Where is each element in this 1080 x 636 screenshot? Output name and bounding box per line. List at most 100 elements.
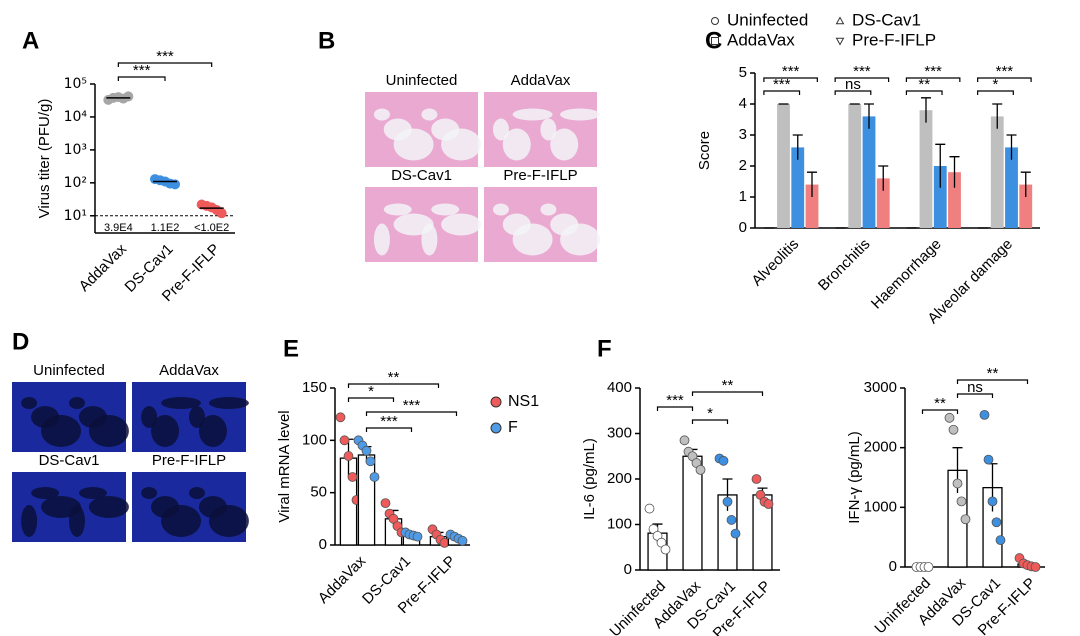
bar — [805, 184, 819, 228]
y-tick-label: 100 — [607, 515, 632, 532]
panel-letter: B — [318, 27, 335, 54]
tissue-space — [198, 415, 227, 447]
error-bar — [935, 143, 946, 188]
tissue-space — [161, 505, 202, 537]
tissue-space — [550, 128, 579, 161]
panel-letter: F — [597, 335, 612, 362]
legend-label: Pre-F-IFLP — [852, 30, 936, 49]
panel-letter: A — [22, 27, 39, 54]
data-point — [751, 474, 762, 484]
tissue-space — [21, 397, 38, 409]
y-tick-label: 150 — [302, 379, 327, 396]
significance-label: *** — [133, 62, 151, 79]
data-point — [730, 528, 741, 539]
significance-bracket — [905, 90, 943, 95]
bar — [791, 147, 805, 228]
y-tick-label: 100 — [302, 431, 327, 448]
legend-label: F — [508, 419, 518, 436]
data-point — [457, 535, 468, 546]
y-tick-label: 1 — [739, 188, 747, 205]
image-label: AddaVax — [159, 362, 219, 379]
tissue-space — [502, 128, 531, 161]
bar — [848, 104, 862, 228]
data-point — [923, 562, 934, 572]
image-label: Uninfected — [33, 362, 105, 379]
data-point — [695, 464, 706, 475]
data-point — [343, 451, 354, 461]
bar — [1019, 184, 1033, 228]
significance-bracket — [921, 409, 959, 414]
significance-bracket — [834, 90, 872, 95]
error-bar — [992, 103, 1003, 129]
legend-marker — [835, 37, 845, 46]
y-tick-label: 5 — [739, 64, 747, 81]
image-label: DS-Cav1 — [39, 452, 100, 469]
data-point — [979, 409, 990, 420]
y-axis-label: Virus titer (PFU/g) — [36, 99, 53, 219]
tissue-space — [431, 203, 460, 216]
legend-label: NS1 — [508, 393, 539, 410]
image-label: Pre-F-IFLP — [152, 452, 226, 469]
tissue-space — [560, 223, 601, 256]
tissue-space — [78, 487, 107, 499]
significance-label: *** — [380, 413, 398, 430]
significance-label: * — [368, 383, 374, 400]
significance-bracket — [691, 391, 764, 396]
bar — [1005, 147, 1018, 228]
significance-bracket — [977, 90, 1014, 95]
significance-label: *** — [156, 48, 174, 65]
y-tick-label: 0 — [889, 558, 897, 575]
tissue-space — [188, 406, 205, 428]
y-tick-label: 50 — [310, 484, 327, 501]
tissue-space — [41, 415, 82, 447]
bar — [777, 104, 790, 228]
tissue-space — [441, 128, 482, 161]
legend-label: Uninfected — [727, 10, 808, 29]
image-label: DS-Cav1 — [391, 167, 452, 184]
significance-label: ** — [722, 377, 734, 394]
tissue-space — [88, 496, 129, 518]
data-point — [995, 535, 1006, 546]
x-tick-label: Bronchitis — [815, 236, 874, 295]
tissue-space — [161, 397, 202, 409]
y-axis-label: IFN-γ (pg/mL) — [846, 431, 863, 524]
significance-label: * — [707, 405, 713, 422]
y-tick-label: 10⁴ — [64, 109, 88, 125]
panel-letter: D — [12, 328, 29, 355]
tissue-space — [492, 203, 509, 216]
data-point — [412, 531, 423, 542]
data-point — [660, 544, 671, 555]
significance-bracket — [347, 383, 440, 388]
y-axis-label: Viral mRNA level — [276, 410, 293, 522]
data-point — [956, 496, 967, 507]
error-bar — [1020, 171, 1031, 197]
tissue-space — [512, 108, 553, 121]
legend-label: DS-Cav1 — [852, 10, 921, 29]
significance-label: *** — [773, 76, 791, 93]
panel-letter: E — [283, 335, 299, 362]
significance-bracket — [117, 62, 213, 67]
data-point — [347, 472, 358, 482]
tissue-space — [393, 128, 434, 161]
error-bar — [807, 171, 817, 197]
mean-annotation: 3.9E4 — [104, 222, 133, 234]
image-label: AddaVax — [511, 72, 571, 89]
data-point — [644, 503, 655, 514]
significance-label: *** — [853, 63, 871, 80]
bar — [862, 116, 876, 228]
y-tick-label: 0 — [319, 536, 327, 553]
y-tick-label: 2 — [739, 157, 747, 174]
bar — [919, 110, 933, 228]
bar — [933, 166, 947, 228]
y-axis-label: Score — [696, 131, 713, 170]
tissue-space — [373, 108, 390, 121]
data-point — [726, 515, 737, 525]
tissue-space — [141, 406, 158, 428]
y-tick-label: 10² — [64, 175, 87, 191]
legend-label: AddaVax — [727, 30, 795, 49]
data-point — [1030, 562, 1041, 572]
significance-label: ns — [845, 76, 861, 93]
x-tick-label: Alveolitis — [748, 236, 802, 290]
data-point — [991, 517, 1002, 528]
